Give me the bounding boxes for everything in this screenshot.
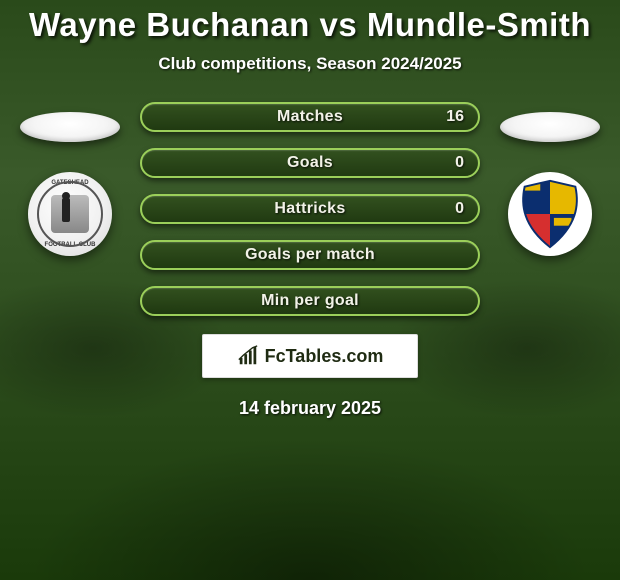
stat-right-value: 16 bbox=[446, 108, 464, 126]
player-left-placeholder bbox=[20, 112, 120, 142]
stat-row-goals: Goals 0 bbox=[140, 148, 480, 178]
brand-box: FcTables.com bbox=[202, 334, 418, 378]
crest-left-text-bottom: FOOTBALL CLUB bbox=[28, 242, 112, 248]
card: Wayne Buchanan vs Mundle-Smith Club comp… bbox=[0, 0, 620, 580]
player-right-column bbox=[490, 102, 610, 256]
page-title: Wayne Buchanan vs Mundle-Smith bbox=[29, 6, 591, 44]
brand-text: FcTables.com bbox=[265, 346, 384, 367]
stat-row-min-per-goal: Min per goal bbox=[140, 286, 480, 316]
stat-row-goals-per-match: Goals per match bbox=[140, 240, 480, 270]
stat-label: Hattricks bbox=[274, 200, 345, 218]
crest-left-graphic bbox=[51, 195, 89, 233]
date-label: 14 february 2025 bbox=[239, 398, 381, 419]
stat-right-value: 0 bbox=[455, 200, 464, 218]
quad-tl bbox=[511, 175, 550, 214]
player-right-placeholder bbox=[500, 112, 600, 142]
quad-bl bbox=[511, 214, 550, 253]
stat-label: Goals per match bbox=[245, 246, 375, 264]
subtitle: Club competitions, Season 2024/2025 bbox=[158, 54, 461, 74]
stat-label: Min per goal bbox=[261, 292, 359, 310]
shield-icon bbox=[511, 175, 589, 253]
stats-column: Matches 16 Goals 0 Hattricks 0 Goals per… bbox=[140, 102, 480, 316]
club-crest-left: GATESHEAD FOOTBALL CLUB bbox=[28, 172, 112, 256]
crest-left-figure bbox=[62, 198, 70, 222]
quad-tr bbox=[550, 175, 589, 214]
crest-left-text-top: GATESHEAD bbox=[28, 180, 112, 186]
stat-row-hattricks: Hattricks 0 bbox=[140, 194, 480, 224]
stat-label: Goals bbox=[287, 154, 333, 172]
stat-row-matches: Matches 16 bbox=[140, 102, 480, 132]
stat-right-value: 0 bbox=[455, 154, 464, 172]
stat-label: Matches bbox=[277, 108, 343, 126]
club-crest-right bbox=[508, 172, 592, 256]
chart-icon bbox=[237, 345, 259, 367]
player-left-column: GATESHEAD FOOTBALL CLUB bbox=[10, 102, 130, 256]
comparison-row: GATESHEAD FOOTBALL CLUB Matches 16 Goals… bbox=[0, 102, 620, 316]
